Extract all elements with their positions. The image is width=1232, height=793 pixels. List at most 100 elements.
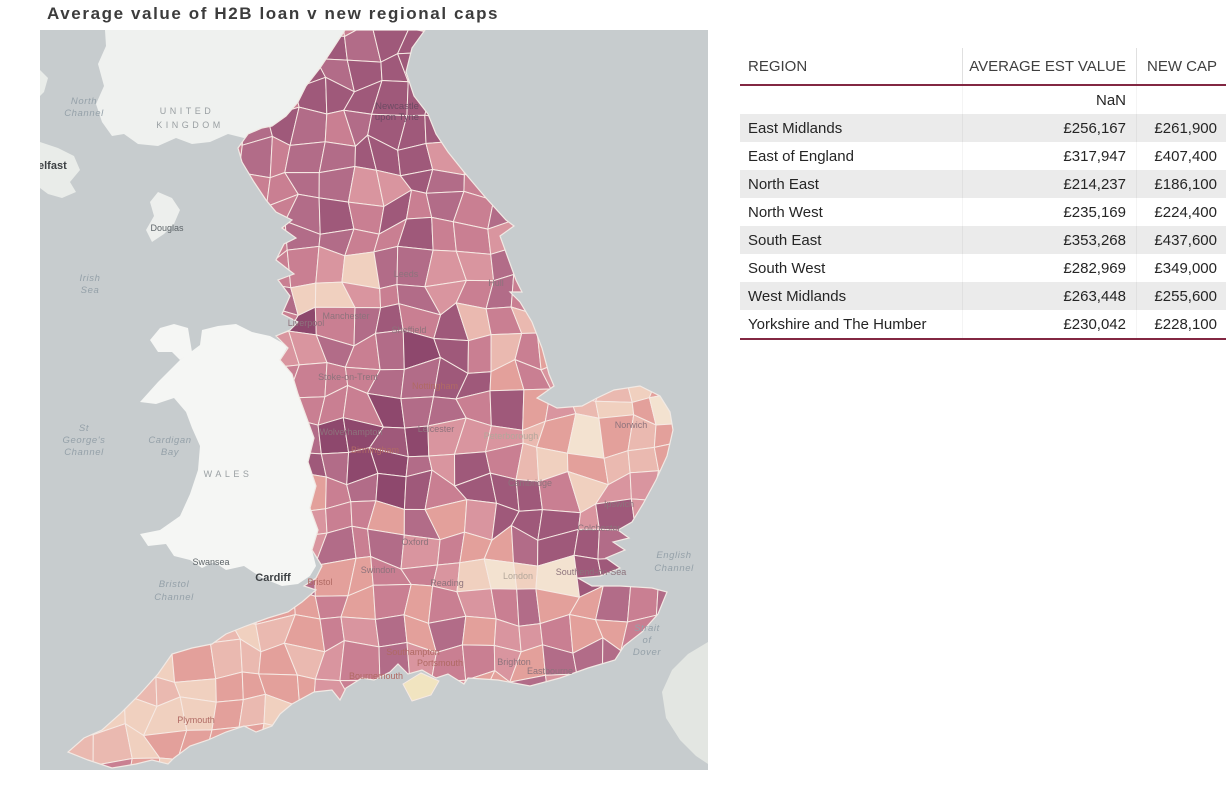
map-label-plymouth: Plymouth	[177, 715, 215, 725]
table-row[interactable]: South West £282,969 £349,000	[740, 254, 1226, 282]
france-landmass	[662, 642, 708, 764]
avg-value-cell[interactable]: £256,167	[962, 114, 1136, 142]
map-label-cambridge: Cambridge	[508, 478, 552, 488]
map-label-north: North	[71, 96, 97, 107]
map-label-swindon: Swindon	[361, 565, 396, 575]
new-cap-cell[interactable]: £224,400	[1136, 198, 1226, 226]
map-region-cell[interactable]	[489, 389, 525, 431]
map-region-cell[interactable]	[374, 614, 408, 648]
map-label-reading: Reading	[430, 578, 464, 588]
map-label-ipswich: Ipswich	[604, 499, 634, 509]
region-cell[interactable]: Yorkshire and The Humber	[748, 315, 927, 333]
map-label-peterborough: Peterborough	[484, 431, 539, 441]
map-label-channel: Channel	[154, 592, 194, 603]
map-label-strait: Strait	[634, 623, 660, 634]
map-label-liverpool: Liverpool	[288, 318, 325, 328]
new-cap-cell[interactable]: £261,900	[1136, 114, 1226, 142]
avg-value-cell[interactable]: £214,237	[962, 170, 1136, 198]
map-region-cell[interactable]	[573, 528, 600, 560]
new-cap-cell[interactable]: £186,100	[1136, 170, 1226, 198]
table-row[interactable]: South East £353,268 £437,600	[740, 226, 1226, 254]
scotland-landmass	[96, 30, 345, 146]
avg-value-cell[interactable]: £263,448	[962, 282, 1136, 310]
map-label-birmingham: Birmingham	[351, 445, 399, 455]
avg-value-cell[interactable]: £317,947	[962, 142, 1136, 170]
map-label-oxford: Oxford	[401, 537, 428, 547]
wales-landmass	[140, 324, 318, 586]
column-header-new-cap[interactable]: NEW CAP	[1136, 48, 1226, 84]
map-region-cell[interactable]	[467, 333, 492, 374]
table-row[interactable]: Yorkshire and The Humber £230,042 £228,1…	[740, 310, 1226, 338]
region-cell[interactable]: South East	[748, 231, 822, 249]
table-row[interactable]: North East £214,237 £186,100	[740, 170, 1226, 198]
map-label-norwich: Norwich	[615, 420, 648, 430]
isle-of-wight-region[interactable]	[402, 672, 440, 702]
table-row[interactable]: North West £235,169 £224,400	[740, 198, 1226, 226]
map-region-cell[interactable]	[461, 615, 497, 647]
map-label-stoke-on-trent: Stoke-on-Trent	[318, 372, 378, 382]
map-region-cell[interactable]	[211, 699, 244, 731]
map-label-bournemouth: Bournemouth	[349, 671, 403, 681]
map-region-cell[interactable]	[431, 216, 457, 252]
region-cell[interactable]: North West	[748, 203, 823, 221]
new-cap-cell[interactable]: £407,400	[1136, 142, 1226, 170]
anglesey-island	[150, 324, 192, 360]
avg-value-cell[interactable]: £353,268	[962, 226, 1136, 254]
map-label-nottingham: Nottingham	[412, 381, 458, 391]
column-header-region[interactable]: REGION	[748, 57, 808, 75]
map-label-sheffield: Sheffield	[392, 325, 427, 335]
map-label-dover: Dover	[633, 647, 662, 658]
map-label-swansea: Swansea	[192, 557, 229, 567]
map-region-cell[interactable]	[179, 696, 217, 731]
region-cell[interactable]: North East	[748, 175, 819, 193]
map-label-wolverhampton: Wolverhampton	[320, 427, 383, 437]
map-label-hull: Hull	[488, 278, 504, 288]
table-row[interactable]: East Midlands £256,167 £261,900	[740, 114, 1226, 142]
map-label-george-s: George's	[62, 435, 105, 446]
avg-value-cell[interactable]: £282,969	[962, 254, 1136, 282]
region-cell[interactable]: East Midlands	[748, 119, 843, 137]
map-label-newcastle: Newcastle	[375, 101, 419, 112]
avg-value-cell[interactable]: £230,042	[962, 310, 1136, 338]
column-header-avg-value[interactable]: AVERAGE EST VALUE	[962, 48, 1136, 84]
table-body: NaN East Midlands £256,167 £261,900 East…	[740, 86, 1226, 340]
map-label-bristol: Bristol	[307, 577, 332, 587]
avg-value-cell[interactable]: £235,169	[962, 198, 1136, 226]
region-cell[interactable]: West Midlands	[748, 287, 847, 305]
map-label-eastbourne: Eastbourne	[527, 666, 573, 676]
map-label-channel: Channel	[654, 563, 694, 574]
new-cap-cell[interactable]: £349,000	[1136, 254, 1226, 282]
map-region-cell[interactable]	[284, 141, 326, 174]
map-region-cell[interactable]	[627, 446, 660, 474]
map-label-english: English	[656, 550, 691, 561]
map-region-cell[interactable]	[286, 245, 320, 289]
table-row[interactable]: West Midlands £263,448 £255,600	[740, 282, 1226, 310]
map-label-colchester: Colchester	[577, 523, 620, 533]
map-label-elfast: elfast	[40, 160, 67, 172]
region-cell[interactable]: South West	[748, 259, 826, 277]
new-cap-cell[interactable]: £437,600	[1136, 226, 1226, 254]
map-region-cell[interactable]	[238, 693, 267, 728]
new-cap-cell[interactable]	[1136, 86, 1226, 114]
map-label-manchester: Manchester	[322, 311, 369, 321]
region-cell[interactable]	[740, 86, 962, 114]
table-row[interactable]: NaN	[740, 86, 1226, 114]
new-cap-cell[interactable]: £228,100	[1136, 310, 1226, 338]
map-label-southend-on-sea: Southend-on-Sea	[556, 567, 627, 577]
map-label-leicester: Leicester	[418, 424, 455, 434]
table-row[interactable]: East of England £317,947 £407,400	[740, 142, 1226, 170]
map-region-cell[interactable]	[374, 329, 405, 371]
map-label-cardigan: Cardigan	[148, 435, 191, 446]
table-header-row: REGION AVERAGE EST VALUE NEW CAP	[740, 48, 1226, 86]
map-label-channel: Channel	[64, 447, 104, 458]
avg-value-cell[interactable]: NaN	[962, 86, 1136, 114]
new-cap-cell[interactable]: £255,600	[1136, 282, 1226, 310]
map-label-cardiff: Cardiff	[255, 572, 291, 584]
map-label-united: UNITED	[160, 106, 215, 116]
isle-of-man	[146, 192, 180, 242]
region-cell[interactable]: East of England	[748, 147, 854, 165]
map-label-sea: Sea	[81, 285, 100, 296]
report-title: Average value of H2B loan v new regional…	[47, 4, 500, 23]
